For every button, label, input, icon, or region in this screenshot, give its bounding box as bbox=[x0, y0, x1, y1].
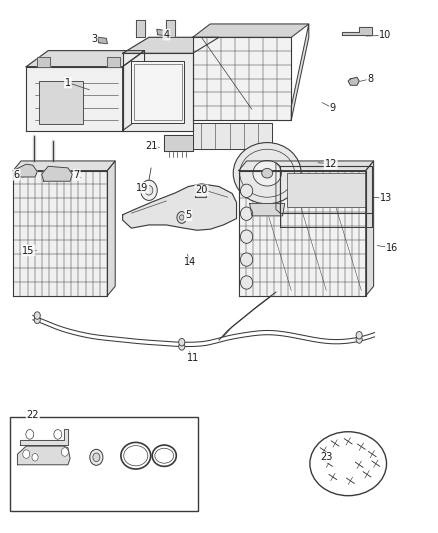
Polygon shape bbox=[123, 51, 145, 131]
Polygon shape bbox=[157, 29, 166, 36]
Text: 11: 11 bbox=[187, 353, 199, 363]
Polygon shape bbox=[239, 171, 366, 296]
Polygon shape bbox=[123, 53, 193, 131]
Ellipse shape bbox=[90, 449, 103, 465]
Polygon shape bbox=[98, 37, 107, 44]
Ellipse shape bbox=[141, 180, 157, 200]
Bar bbox=[10, 417, 198, 511]
Ellipse shape bbox=[32, 454, 38, 461]
Polygon shape bbox=[366, 161, 374, 296]
Polygon shape bbox=[166, 20, 175, 37]
Text: 1: 1 bbox=[65, 78, 71, 87]
Polygon shape bbox=[123, 37, 219, 53]
Text: 23: 23 bbox=[320, 453, 332, 462]
Ellipse shape bbox=[54, 430, 62, 439]
Polygon shape bbox=[193, 123, 272, 149]
Ellipse shape bbox=[93, 453, 100, 462]
Ellipse shape bbox=[240, 230, 253, 243]
Ellipse shape bbox=[233, 142, 301, 204]
Ellipse shape bbox=[23, 450, 30, 458]
Ellipse shape bbox=[34, 316, 40, 324]
Ellipse shape bbox=[310, 432, 387, 496]
Text: 8: 8 bbox=[367, 74, 373, 84]
Text: 5: 5 bbox=[185, 211, 191, 220]
Ellipse shape bbox=[177, 212, 187, 223]
Polygon shape bbox=[193, 24, 309, 37]
Ellipse shape bbox=[240, 276, 253, 289]
Ellipse shape bbox=[26, 430, 34, 439]
Bar bbox=[39, 81, 83, 124]
Text: 12: 12 bbox=[325, 159, 337, 168]
Polygon shape bbox=[26, 67, 123, 131]
Ellipse shape bbox=[145, 185, 153, 195]
Polygon shape bbox=[193, 37, 291, 120]
Polygon shape bbox=[13, 171, 107, 296]
Text: 14: 14 bbox=[184, 257, 197, 267]
Ellipse shape bbox=[356, 332, 362, 339]
Polygon shape bbox=[42, 166, 72, 181]
Text: 15: 15 bbox=[22, 246, 35, 255]
Ellipse shape bbox=[179, 338, 185, 346]
Polygon shape bbox=[250, 204, 285, 216]
Text: 3: 3 bbox=[91, 34, 97, 44]
Polygon shape bbox=[107, 161, 115, 296]
Bar bbox=[134, 64, 182, 120]
Polygon shape bbox=[280, 166, 372, 213]
Text: 10: 10 bbox=[379, 30, 392, 40]
Bar bbox=[131, 61, 184, 123]
Text: 7: 7 bbox=[74, 170, 80, 180]
Polygon shape bbox=[13, 161, 115, 171]
Text: 21: 21 bbox=[145, 141, 157, 150]
Polygon shape bbox=[280, 213, 372, 227]
Text: 6: 6 bbox=[14, 170, 20, 180]
Text: 20: 20 bbox=[195, 185, 208, 195]
Polygon shape bbox=[348, 77, 359, 85]
Bar bbox=[287, 173, 366, 207]
Polygon shape bbox=[276, 163, 280, 213]
Ellipse shape bbox=[34, 312, 40, 319]
Text: 19: 19 bbox=[136, 183, 148, 192]
Text: 22: 22 bbox=[27, 410, 39, 419]
Polygon shape bbox=[13, 164, 37, 177]
Ellipse shape bbox=[180, 215, 184, 220]
Ellipse shape bbox=[356, 336, 362, 343]
Text: 9: 9 bbox=[330, 103, 336, 113]
Polygon shape bbox=[164, 135, 193, 151]
Polygon shape bbox=[136, 20, 145, 37]
Polygon shape bbox=[195, 188, 206, 197]
Ellipse shape bbox=[240, 207, 253, 221]
Ellipse shape bbox=[179, 343, 185, 350]
Ellipse shape bbox=[261, 168, 272, 178]
Polygon shape bbox=[123, 184, 237, 230]
Ellipse shape bbox=[240, 184, 253, 197]
Polygon shape bbox=[26, 51, 145, 67]
Polygon shape bbox=[291, 24, 309, 120]
Polygon shape bbox=[107, 57, 120, 67]
Ellipse shape bbox=[240, 253, 253, 266]
Ellipse shape bbox=[253, 160, 281, 186]
Polygon shape bbox=[18, 446, 70, 465]
Polygon shape bbox=[342, 27, 372, 35]
Text: 16: 16 bbox=[386, 243, 398, 253]
Polygon shape bbox=[239, 161, 374, 171]
Polygon shape bbox=[37, 57, 50, 67]
Text: 13: 13 bbox=[380, 193, 392, 203]
Ellipse shape bbox=[61, 448, 68, 456]
Text: 4: 4 bbox=[163, 30, 170, 39]
Polygon shape bbox=[20, 429, 68, 445]
